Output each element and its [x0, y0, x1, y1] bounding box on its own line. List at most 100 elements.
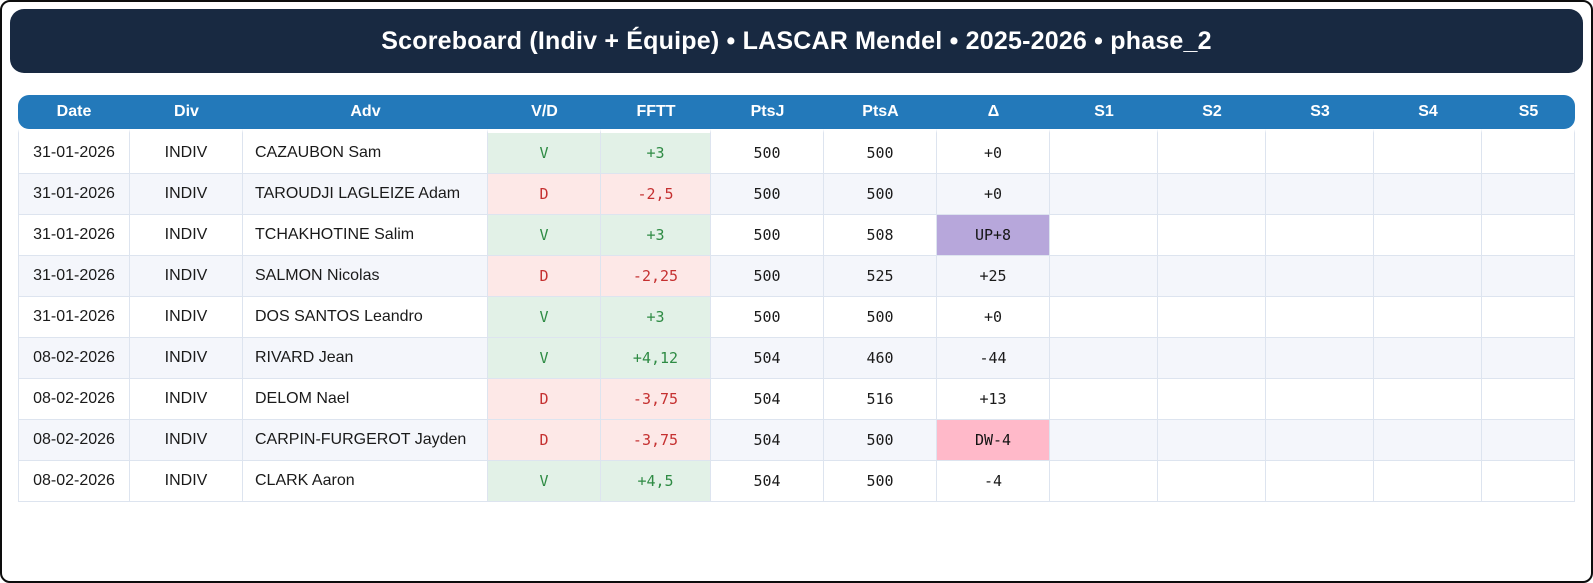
cell-s1	[1050, 215, 1158, 256]
page-title: Scoreboard (Indiv + Équipe) • LASCAR Men…	[381, 26, 1212, 55]
table-header-row: Date Div Adv V/D FFTT PtsJ PtsA Δ S1 S2 …	[18, 95, 1575, 129]
cell-div: INDIV	[130, 379, 243, 420]
cell-s3	[1266, 297, 1374, 338]
table-row: 31-01-2026 INDIV TCHAKHOTINE Salim V +3 …	[18, 215, 1575, 256]
cell-ptsj: 500	[711, 215, 824, 256]
cell-adv: TCHAKHOTINE Salim	[243, 215, 488, 256]
cell-div: INDIV	[130, 420, 243, 461]
cell-ptsj: 500	[711, 174, 824, 215]
cell-delta: +0	[937, 297, 1050, 338]
cell-fftt: +4,5	[601, 461, 711, 502]
cell-s4	[1374, 129, 1482, 174]
cell-div: INDIV	[130, 461, 243, 502]
cell-s1	[1050, 256, 1158, 297]
cell-ptsa: 508	[824, 215, 937, 256]
cell-s1	[1050, 461, 1158, 502]
cell-div: INDIV	[130, 297, 243, 338]
column-header-s2: S2	[1158, 95, 1266, 129]
cell-delta: +0	[937, 174, 1050, 215]
column-header-s1: S1	[1050, 95, 1158, 129]
cell-fftt: +3	[601, 297, 711, 338]
cell-s5	[1482, 174, 1575, 215]
cell-ptsa: 460	[824, 338, 937, 379]
cell-s3	[1266, 338, 1374, 379]
cell-s4	[1374, 256, 1482, 297]
cell-s1	[1050, 129, 1158, 174]
column-header-date: Date	[18, 95, 130, 129]
table-row: 08-02-2026 INDIV CLARK Aaron V +4,5 504 …	[18, 461, 1575, 502]
cell-div: INDIV	[130, 256, 243, 297]
cell-vd: V	[488, 461, 601, 502]
cell-adv: TAROUDJI LAGLEIZE Adam	[243, 174, 488, 215]
column-header-s3: S3	[1266, 95, 1374, 129]
column-header-div: Div	[130, 95, 243, 129]
cell-vd: D	[488, 174, 601, 215]
cell-ptsj: 504	[711, 420, 824, 461]
cell-s1	[1050, 420, 1158, 461]
cell-adv: CAZAUBON Sam	[243, 129, 488, 174]
cell-s2	[1158, 215, 1266, 256]
cell-ptsj: 500	[711, 129, 824, 174]
cell-ptsj: 504	[711, 461, 824, 502]
cell-s5	[1482, 379, 1575, 420]
cell-ptsa: 500	[824, 420, 937, 461]
cell-vd: V	[488, 215, 601, 256]
cell-s3	[1266, 461, 1374, 502]
cell-vd: D	[488, 379, 601, 420]
cell-date: 08-02-2026	[18, 420, 130, 461]
table-row: 31-01-2026 INDIV SALMON Nicolas D -2,25 …	[18, 256, 1575, 297]
cell-date: 31-01-2026	[18, 215, 130, 256]
cell-s3	[1266, 420, 1374, 461]
cell-s4	[1374, 174, 1482, 215]
column-header-s4: S4	[1374, 95, 1482, 129]
cell-div: INDIV	[130, 215, 243, 256]
cell-delta: +25	[937, 256, 1050, 297]
column-header-s5: S5	[1482, 95, 1575, 129]
cell-adv: CLARK Aaron	[243, 461, 488, 502]
cell-vd: D	[488, 420, 601, 461]
cell-vd: V	[488, 297, 601, 338]
cell-fftt: +3	[601, 129, 711, 174]
cell-s4	[1374, 379, 1482, 420]
cell-delta: -4	[937, 461, 1050, 502]
cell-fftt: -3,75	[601, 379, 711, 420]
cell-ptsa: 500	[824, 297, 937, 338]
column-header-ptsj: PtsJ	[711, 95, 824, 129]
cell-vd: V	[488, 338, 601, 379]
cell-date: 08-02-2026	[18, 338, 130, 379]
cell-ptsj: 500	[711, 256, 824, 297]
cell-s5	[1482, 338, 1575, 379]
cell-adv: RIVARD Jean	[243, 338, 488, 379]
cell-div: INDIV	[130, 174, 243, 215]
cell-delta: DW-4	[937, 420, 1050, 461]
title-bar: Scoreboard (Indiv + Équipe) • LASCAR Men…	[10, 9, 1583, 73]
cell-ptsa: 500	[824, 461, 937, 502]
cell-delta: UP+8	[937, 215, 1050, 256]
cell-date: 31-01-2026	[18, 174, 130, 215]
cell-ptsj: 500	[711, 297, 824, 338]
cell-delta: +13	[937, 379, 1050, 420]
score-table: Date Div Adv V/D FFTT PtsJ PtsA Δ S1 S2 …	[18, 95, 1575, 502]
cell-adv: DELOM Nael	[243, 379, 488, 420]
score-table-body: 31-01-2026 INDIV CAZAUBON Sam V +3 500 5…	[18, 129, 1575, 502]
score-table-container: Date Div Adv V/D FFTT PtsJ PtsA Δ S1 S2 …	[18, 95, 1575, 502]
cell-ptsj: 504	[711, 379, 824, 420]
cell-ptsa: 500	[824, 174, 937, 215]
column-header-delta: Δ	[937, 95, 1050, 129]
cell-s3	[1266, 379, 1374, 420]
cell-s5	[1482, 256, 1575, 297]
cell-s4	[1374, 420, 1482, 461]
column-header-ptsa: PtsA	[824, 95, 937, 129]
column-header-adv: Adv	[243, 95, 488, 129]
cell-fftt: -2,5	[601, 174, 711, 215]
cell-div: INDIV	[130, 129, 243, 174]
cell-date: 31-01-2026	[18, 129, 130, 174]
table-row: 31-01-2026 INDIV TAROUDJI LAGLEIZE Adam …	[18, 174, 1575, 215]
cell-fftt: -2,25	[601, 256, 711, 297]
cell-s2	[1158, 461, 1266, 502]
table-row: 08-02-2026 INDIV CARPIN-FURGEROT Jayden …	[18, 420, 1575, 461]
cell-fftt: -3,75	[601, 420, 711, 461]
cell-ptsa: 500	[824, 129, 937, 174]
cell-s1	[1050, 174, 1158, 215]
